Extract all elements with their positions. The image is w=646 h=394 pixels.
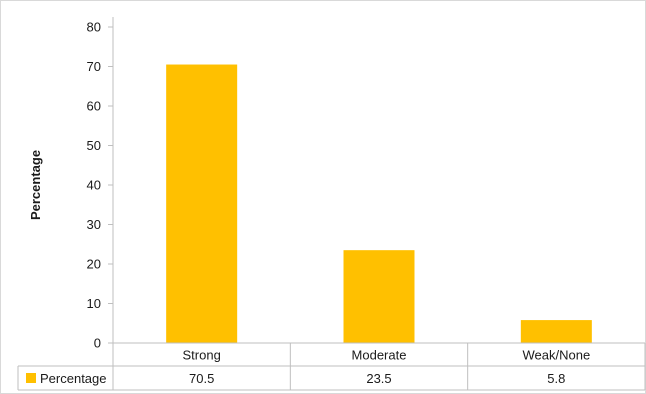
data-table-value: 23.5 [366,371,391,386]
bar [520,320,592,343]
y-tick-label: 30 [87,217,101,232]
data-table-value: 70.5 [189,371,214,386]
bar [343,250,415,343]
legend-swatch [26,373,36,383]
category-label: Strong [183,348,221,363]
bars [166,64,592,344]
legend-series-name: Percentage [40,371,107,386]
bar [166,64,238,344]
data-table-value: 5.8 [547,371,565,386]
y-axis-label: Percentage [28,150,43,220]
category-label: Weak/None [522,348,590,363]
y-tick-label: 50 [87,138,101,153]
y-tick-label: 20 [87,257,101,272]
y-tick-label: 70 [87,59,101,74]
y-tick-label: 80 [87,20,101,35]
y-tick-label: 60 [87,99,101,114]
data-table: Strong Moderate Weak/None Percentage 70.5 23.… [17,342,646,391]
category-label: Moderate [352,348,407,363]
y-tick-label: 40 [87,178,101,193]
y-tick-label: 10 [87,296,101,311]
y-axis: 0 10 20 30 40 50 60 70 80 [87,17,114,351]
y-tick-label: 0 [94,336,101,351]
